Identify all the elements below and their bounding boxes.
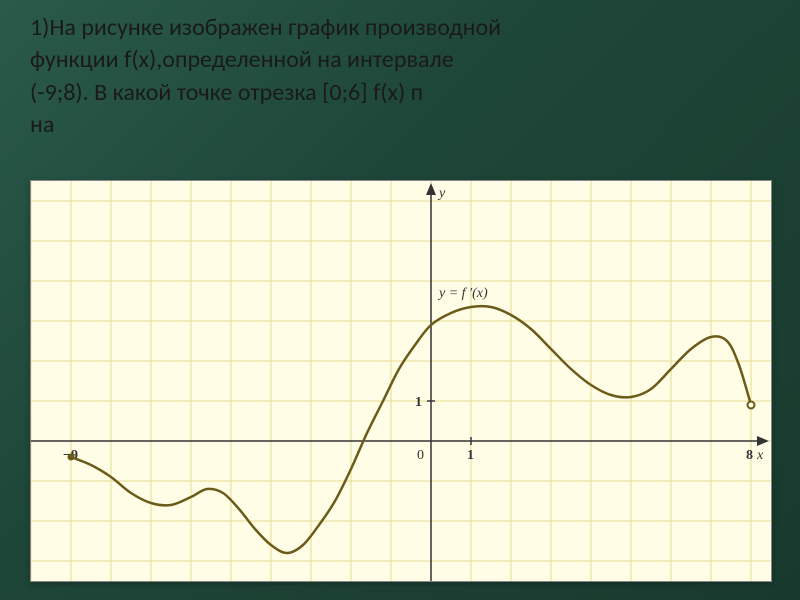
- svg-text:x: x: [756, 448, 764, 463]
- chart-panel: yx011−98y = f ′(x): [30, 180, 772, 582]
- svg-text:1: 1: [415, 395, 422, 410]
- text-line-4: на: [30, 109, 770, 141]
- text-line-1: 1)На рисунке изображен график производно…: [30, 12, 770, 44]
- svg-text:y: y: [437, 186, 446, 201]
- text-line-3: (-9;8). В какой точке отрезка [0;6] f(x)…: [30, 77, 770, 109]
- svg-text:y = f ′(x): y = f ′(x): [437, 286, 488, 301]
- problem-text: 1)На рисунке изображен график производно…: [30, 12, 770, 142]
- svg-text:1: 1: [467, 448, 474, 463]
- slide: 1)На рисунке изображен график производно…: [0, 0, 800, 600]
- svg-text:8: 8: [746, 448, 753, 463]
- derivative-chart: yx011−98y = f ′(x): [31, 181, 771, 581]
- text-line-2: функции f(x),определенной на интервале: [30, 44, 770, 76]
- svg-text:0: 0: [417, 448, 424, 463]
